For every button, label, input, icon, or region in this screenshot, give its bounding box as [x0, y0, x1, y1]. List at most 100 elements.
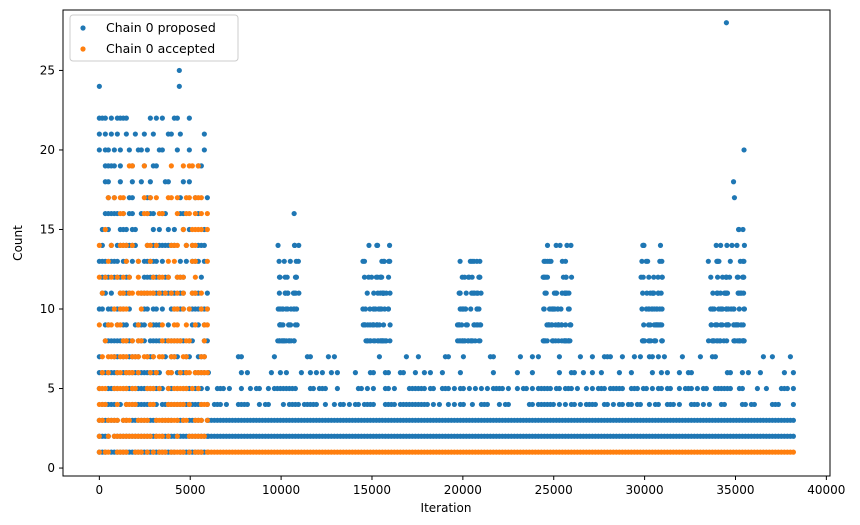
proposed-point [360, 258, 366, 264]
proposed-point [505, 401, 511, 408]
proposed-point [364, 290, 370, 296]
accepted-point [120, 195, 126, 201]
proposed-point [738, 290, 745, 296]
proposed-point [659, 274, 665, 280]
proposed-point [457, 370, 463, 376]
legend-box [69, 14, 239, 62]
proposed-point [111, 147, 117, 153]
accepted-point [99, 290, 105, 296]
proposed-point [391, 401, 397, 408]
accepted-point [150, 290, 156, 296]
proposed-point [657, 306, 663, 312]
accepted-point [150, 385, 156, 392]
proposed-point [568, 385, 575, 392]
proposed-point [114, 131, 120, 137]
plot-frame [62, 9, 831, 477]
proposed-point [288, 306, 294, 312]
proposed-point [340, 401, 346, 408]
x-tick-label: 5000 [175, 483, 206, 497]
accepted-point [132, 401, 138, 408]
accepted-point [147, 322, 153, 328]
accepted-point [174, 210, 180, 217]
proposed-point [601, 385, 608, 392]
proposed-point [739, 370, 746, 376]
proposed-point [655, 401, 662, 408]
proposed-point [322, 401, 328, 408]
proposed-point [298, 370, 304, 376]
proposed-point [373, 274, 379, 280]
proposed-point [387, 290, 393, 296]
legend: Chain 0 proposed Chain 0 accepted [69, 14, 239, 62]
y-axis-ticks: 0 5 10 15 20 25 [40, 63, 63, 475]
proposed-point [637, 354, 644, 360]
legend-label-proposed: Chain 0 proposed [106, 20, 216, 35]
accepted-point [159, 338, 165, 344]
proposed-point [464, 322, 470, 328]
accepted-point [180, 306, 186, 312]
proposed-point [387, 322, 393, 328]
accepted-point [147, 370, 153, 376]
proposed-point [476, 274, 483, 280]
proposed-point [562, 322, 569, 328]
proposed-point [553, 338, 559, 344]
proposed-point [580, 370, 587, 376]
proposed-point [589, 370, 596, 376]
proposed-point [159, 115, 165, 121]
proposed-point [731, 306, 737, 312]
proposed-point [325, 354, 331, 360]
accepted-point [192, 242, 198, 248]
proposed-point [223, 401, 229, 408]
proposed-point [694, 385, 701, 392]
proposed-point [737, 258, 743, 264]
proposed-point [670, 401, 677, 408]
proposed-point [129, 210, 135, 217]
accepted-point [105, 195, 111, 201]
accepted-point [105, 433, 111, 439]
proposed-point [457, 258, 463, 264]
proposed-point [244, 370, 250, 376]
proposed-point [370, 370, 376, 376]
proposed-point [296, 242, 302, 248]
proposed-point [724, 338, 730, 344]
proposed-point [658, 370, 665, 376]
proposed-point [123, 131, 129, 137]
accepted-point [135, 354, 141, 360]
proposed-point [198, 274, 204, 280]
proposed-point [174, 147, 180, 153]
proposed-point [640, 242, 646, 248]
proposed-point [754, 385, 761, 392]
accepted-point [96, 274, 102, 280]
x-tick-label: 25000 [535, 483, 573, 497]
proposed-point [412, 370, 418, 376]
proposed-point [562, 401, 569, 408]
proposed-point [381, 338, 387, 344]
accepted-point [96, 322, 102, 328]
proposed-point [651, 338, 657, 344]
accepted-point [120, 274, 126, 280]
proposed-point [371, 290, 377, 296]
proposed-point [174, 115, 180, 121]
proposed-point [560, 274, 567, 280]
accepted-point [123, 385, 129, 392]
proposed-point [571, 370, 578, 376]
proposed-point [571, 401, 578, 408]
proposed-point [114, 258, 120, 264]
accepted-point [186, 338, 192, 344]
accepted-point [123, 258, 129, 264]
proposed-point [568, 242, 574, 248]
proposed-point [564, 242, 570, 248]
proposed-point [736, 226, 742, 233]
accepted-point [108, 322, 114, 328]
proposed-point [466, 385, 472, 392]
proposed-point [740, 226, 746, 233]
proposed-point [370, 322, 376, 328]
proposed-point [790, 370, 797, 376]
proposed-point [477, 338, 483, 344]
proposed-point [741, 274, 747, 280]
proposed-point [727, 385, 734, 392]
proposed-point [465, 338, 471, 344]
proposed-point [277, 322, 283, 328]
accepted-point [174, 322, 180, 328]
proposed-point [589, 354, 596, 360]
x-tick-label: 0 [96, 483, 104, 497]
